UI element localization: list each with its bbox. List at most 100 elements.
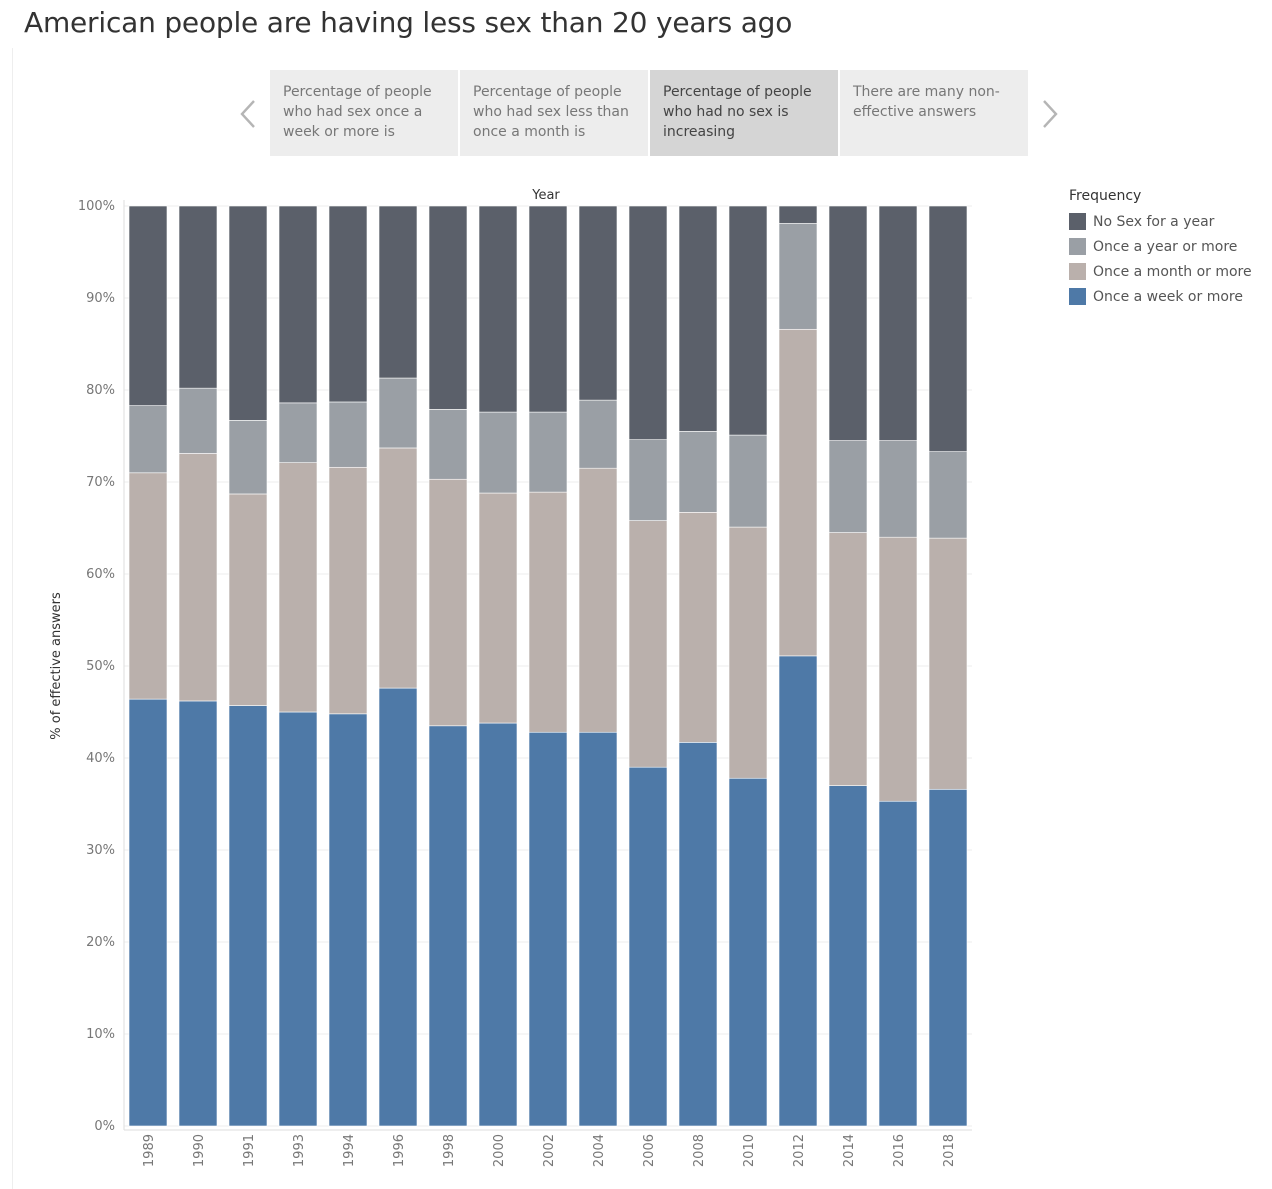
bar-segment [428, 725, 468, 1127]
bar-segment [728, 434, 768, 528]
bar-segment [628, 766, 668, 1127]
bar-segment [478, 411, 518, 494]
bar-segment [528, 731, 568, 1127]
bar-segment [328, 205, 368, 403]
legend-item-once-a-year[interactable]: Once a year or more [1069, 234, 1252, 259]
bar-segment [678, 742, 718, 1127]
dashboard-divider [12, 48, 13, 1189]
bar-segment [828, 205, 868, 441]
bar-segment [478, 722, 518, 1127]
x-tick-label: 2014 [842, 1134, 857, 1167]
x-tick-label: 1994 [342, 1134, 357, 1167]
y-tick-label: 10% [86, 1027, 115, 1042]
legend-item-once-a-month[interactable]: Once a month or more [1069, 259, 1252, 284]
bar-segment [928, 451, 968, 539]
bar-segment [928, 205, 968, 452]
y-tick-label: 50% [86, 659, 115, 674]
bar-segment [728, 777, 768, 1127]
story-point-2[interactable]: Percentage of people who had sex less th… [460, 70, 648, 156]
bar-segment [828, 440, 868, 533]
bar-segment [178, 700, 218, 1127]
bar-segment [678, 205, 718, 432]
x-tick-label: 1998 [442, 1134, 457, 1167]
bar-segment [378, 687, 418, 1127]
bar-segment [728, 205, 768, 436]
bar-segment [478, 492, 518, 724]
bar-segment [878, 440, 918, 538]
x-tick-label: 2008 [692, 1134, 707, 1167]
legend: Frequency No Sex for a year Once a year … [1069, 188, 1252, 309]
legend-label: Once a month or more [1093, 263, 1252, 280]
bar-segment [228, 420, 268, 495]
x-tick-label: 2012 [792, 1134, 807, 1167]
bar-segment [428, 478, 468, 727]
bar-segment [828, 785, 868, 1127]
bar-segment [428, 205, 468, 410]
x-axis-title: Year [531, 188, 560, 203]
bar-segment [228, 705, 268, 1127]
story-point-1[interactable]: Percentage of people who had sex once a … [270, 70, 458, 156]
legend-item-once-a-week[interactable]: Once a week or more [1069, 284, 1252, 309]
y-tick-label: 70% [86, 475, 115, 490]
bar-segment [878, 205, 918, 441]
prev-story-button[interactable] [236, 96, 260, 132]
legend-swatch [1069, 263, 1086, 280]
legend-label: No Sex for a year [1093, 213, 1215, 230]
bar-segment [778, 328, 818, 657]
story-point-3[interactable]: Percentage of people who had no sex is i… [650, 70, 838, 156]
bar-segment [128, 698, 168, 1127]
x-tick-label: 1993 [292, 1134, 307, 1167]
legend-swatch [1069, 238, 1086, 255]
bar-segment [578, 205, 618, 401]
legend-label: Once a year or more [1093, 238, 1238, 255]
bar-segment [778, 205, 818, 224]
bar-segment [128, 472, 168, 700]
bar-segment [278, 711, 318, 1127]
bar-segment [578, 731, 618, 1127]
bar-segment [328, 466, 368, 715]
bar-segment [928, 788, 968, 1127]
y-tick-label: 60% [86, 567, 115, 582]
legend-swatch [1069, 213, 1086, 230]
legend-label: Once a week or more [1093, 288, 1243, 305]
y-axis-title: % of effective answers [49, 592, 64, 740]
bar-segment [378, 447, 418, 689]
x-tick-label: 1991 [242, 1134, 257, 1167]
bar-segment [278, 205, 318, 404]
bar-segment [228, 205, 268, 421]
x-tick-label: 2000 [492, 1134, 507, 1167]
y-tick-label: 40% [86, 751, 115, 766]
bar-segment [228, 493, 268, 706]
bar-segment [178, 387, 218, 454]
bar-segment [278, 462, 318, 713]
bar-segment [778, 655, 818, 1127]
bar-segment [378, 377, 418, 449]
bar-segment [328, 713, 368, 1127]
legend-swatch [1069, 288, 1086, 305]
y-tick-label: 90% [86, 291, 115, 306]
x-tick-label: 2016 [892, 1134, 907, 1167]
y-tick-label: 20% [86, 935, 115, 950]
next-story-button[interactable] [1038, 96, 1062, 132]
x-tick-label: 2006 [642, 1134, 657, 1167]
x-tick-label: 1989 [142, 1134, 157, 1167]
bar-segment [328, 401, 368, 468]
bar-segment [928, 537, 968, 790]
bar-segment [478, 205, 518, 413]
legend-item-no-sex[interactable]: No Sex for a year [1069, 209, 1252, 234]
y-tick-label: 30% [86, 843, 115, 858]
x-tick-label: 1996 [392, 1134, 407, 1167]
bar-segment [578, 399, 618, 469]
stacked-bar-chart: 0% 10% 20% 30% 40% 50% 60% 70% 80% 90% 100% Year % o… [49, 188, 972, 1167]
bar-segment [778, 223, 818, 330]
bar-segment [528, 491, 568, 733]
bar-segment [528, 411, 568, 493]
story-point-4[interactable]: There are many non-effective answers [840, 70, 1028, 156]
bar-segment [628, 520, 668, 768]
legend-title: Frequency [1069, 188, 1142, 204]
bar-segment [378, 205, 418, 379]
bar-segment [128, 205, 168, 406]
x-tick-label: 2004 [592, 1134, 607, 1167]
y-tick-label: 80% [86, 383, 115, 398]
bar-segment [528, 205, 568, 413]
